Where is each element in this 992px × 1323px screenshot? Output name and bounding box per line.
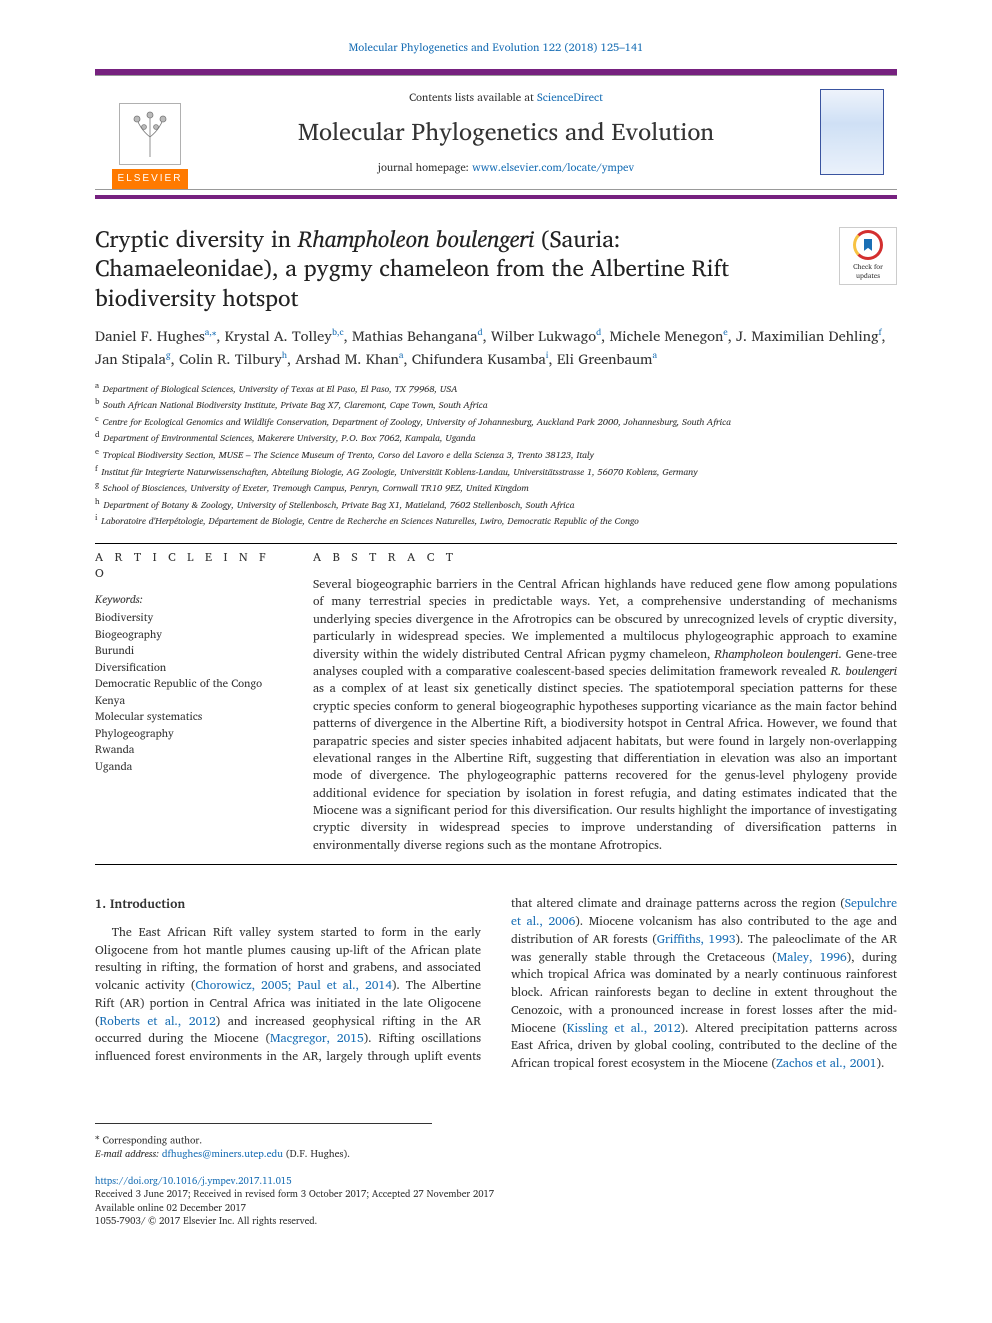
publisher-logo-cell: ELSEVIER (95, 76, 205, 189)
abs-it1: Rhampholeon boulengeri (714, 645, 838, 664)
author: Mathias Behanganad (352, 325, 483, 348)
bookmark-icon (864, 239, 872, 251)
p2f: ). (877, 1054, 885, 1073)
affiliation: f Institut für Integrierte Naturwissensc… (95, 463, 897, 480)
keyword: Rwanda (95, 741, 283, 758)
received-line: Received 3 June 2017; Received in revise… (95, 1188, 897, 1201)
abstract-heading: A B S T R A C T (313, 550, 897, 566)
corr-marker[interactable]: ⁎ (212, 324, 217, 339)
masthead: ELSEVIER Contents lists available at Sci… (95, 75, 897, 190)
affiliation: h Department of Botany & Zoology, Univer… (95, 496, 897, 513)
journal-ref-line: Molecular Phylogenetics and Evolution 12… (95, 40, 897, 55)
affiliation: b South African National Biodiversity In… (95, 396, 897, 413)
author: Eli Greenbauma (557, 348, 657, 371)
keywords-label: Keywords: (95, 592, 283, 607)
ref-roberts[interactable]: Roberts et al., 2012 (100, 1012, 216, 1031)
author: Arshad M. Khana (295, 348, 403, 371)
affil-ref[interactable]: a (652, 347, 657, 362)
affiliation-list: a Department of Biological Sciences, Uni… (95, 380, 897, 529)
affil-ref[interactable]: a (399, 347, 404, 362)
keyword: Molecular systematics (95, 708, 283, 725)
keyword: Uganda (95, 758, 283, 775)
abs-it2: R. boulengeri (831, 662, 897, 681)
body-two-columns: 1. Introduction The East African Rift va… (95, 895, 897, 1073)
affiliation: e Tropical Biodiversity Section, MUSE – … (95, 446, 897, 463)
check-updates-l2: updates (856, 272, 880, 281)
affiliation: i Laboratoire d'Herpétologie, Départemen… (95, 512, 897, 529)
journal-ref-link[interactable]: Molecular Phylogenetics and Evolution 12… (349, 38, 644, 56)
article-info-heading: A R T I C L E I N F O (95, 550, 283, 582)
ref-griffiths[interactable]: Griffiths, 1993 (657, 930, 736, 949)
contents-line: Contents lists available at ScienceDirec… (409, 90, 603, 105)
abstract-text: Several biogeographic barriers in the Ce… (313, 576, 897, 854)
affil-ref[interactable]: d (596, 324, 601, 339)
keyword: Burundi (95, 642, 283, 659)
abs-c: as a complex of at least six genetically… (313, 679, 897, 855)
ref-maley[interactable]: Maley, 1996 (777, 948, 847, 967)
ref-zachos[interactable]: Zachos et al., 2001 (776, 1054, 877, 1073)
affil-ref[interactable]: b,c (332, 324, 344, 339)
keyword: Biodiversity (95, 609, 283, 626)
affil-ref[interactable]: g (166, 347, 171, 362)
abstract-column: A B S T R A C T Several biogeographic ba… (313, 550, 897, 854)
copyright-line: 1055-7903/ © 2017 Elsevier Inc. All righ… (95, 1215, 897, 1228)
email-label: E-mail address: (95, 1146, 162, 1162)
author: Daniel F. Hughesa,⁎ (95, 325, 216, 348)
affiliation: c Centre for Ecological Genomics and Wil… (95, 413, 897, 430)
affiliation: a Department of Biological Sciences, Uni… (95, 380, 897, 397)
homepage-prefix: journal homepage: (378, 158, 472, 176)
affil-ref[interactable]: i (546, 347, 549, 362)
keyword: Diversification (95, 659, 283, 676)
author: Michele Menegone (609, 325, 727, 348)
journal-title: Molecular Phylogenetics and Evolution (298, 115, 714, 147)
elsevier-wordmark: ELSEVIER (112, 169, 189, 189)
homepage-line: journal homepage: www.elsevier.com/locat… (378, 160, 635, 175)
publication-meta: https://doi.org/10.1016/j.ympev.2017.11.… (95, 1175, 897, 1228)
p2a: that altered climate and drainage patter… (511, 894, 845, 913)
cover-cell (807, 76, 897, 189)
email-line: E-mail address: dfhughes@miners.utep.edu… (95, 1148, 432, 1162)
ref-macgregor[interactable]: Macgregor, 2015 (270, 1029, 364, 1048)
affil-ref[interactable]: h (282, 347, 287, 362)
ref-chorowicz[interactable]: Chorowicz, 2005; Paul et al., 2014 (195, 976, 392, 995)
sciencedirect-link[interactable]: ScienceDirect (537, 88, 603, 106)
online-line: Available online 02 December 2017 (95, 1202, 897, 1215)
author: J. Maximilian Dehlingf (736, 325, 881, 348)
homepage-url[interactable]: www.elsevier.com/locate/ympev (472, 158, 634, 176)
elsevier-tree-icon (119, 103, 181, 165)
affil-ref[interactable]: d (478, 324, 483, 339)
keyword: Phylogeography (95, 725, 283, 742)
affil-ref[interactable]: e (723, 324, 727, 339)
author: Chifundera Kusambai (412, 348, 549, 371)
affiliation: g School of Biosciences, University of E… (95, 479, 897, 496)
keyword: Biogeography (95, 626, 283, 643)
keywords-list: BiodiversityBiogeographyBurundiDiversifi… (95, 609, 283, 774)
ref-kissling[interactable]: Kissling et al., 2012 (567, 1019, 681, 1038)
corr-email-link[interactable]: dfhughes@miners.utep.edu (162, 1146, 283, 1162)
accent-bar-bottom (95, 195, 897, 199)
author: Jan Stipalag (95, 348, 171, 371)
check-updates-badge[interactable]: Check for updates (839, 227, 897, 285)
affil-ref[interactable]: a, (205, 324, 212, 339)
journal-cover-thumb (820, 89, 884, 175)
rule-below-abstract (95, 864, 897, 865)
footnotes: ⁎ Corresponding author. E-mail address: … (95, 1123, 432, 1161)
author: Krystal A. Tolleyb,c (225, 325, 344, 348)
article-info-column: A R T I C L E I N F O Keywords: Biodiver… (95, 550, 283, 854)
crossmark-ring-icon (853, 230, 883, 260)
rule-above-info (95, 543, 897, 544)
keyword: Democratic Republic of the Congo (95, 675, 283, 692)
keyword: Kenya (95, 692, 283, 709)
intro-paragraph: The East African Rift valley system star… (95, 895, 897, 1073)
affiliation: d Department of Environmental Sciences, … (95, 429, 897, 446)
affil-ref[interactable]: f (879, 324, 882, 339)
contents-prefix: Contents lists available at (409, 88, 537, 106)
article-title: Cryptic diversity in Rhampholeon bouleng… (95, 225, 897, 313)
author: Colin R. Tilburyh (179, 348, 287, 371)
email-name: (D.F. Hughes). (283, 1146, 350, 1162)
author-list: Daniel F. Hughesa,⁎, Krystal A. Tolleyb,… (95, 325, 897, 372)
section-1-heading: 1. Introduction (95, 895, 481, 914)
author: Wilber Lukwagod (491, 325, 601, 348)
